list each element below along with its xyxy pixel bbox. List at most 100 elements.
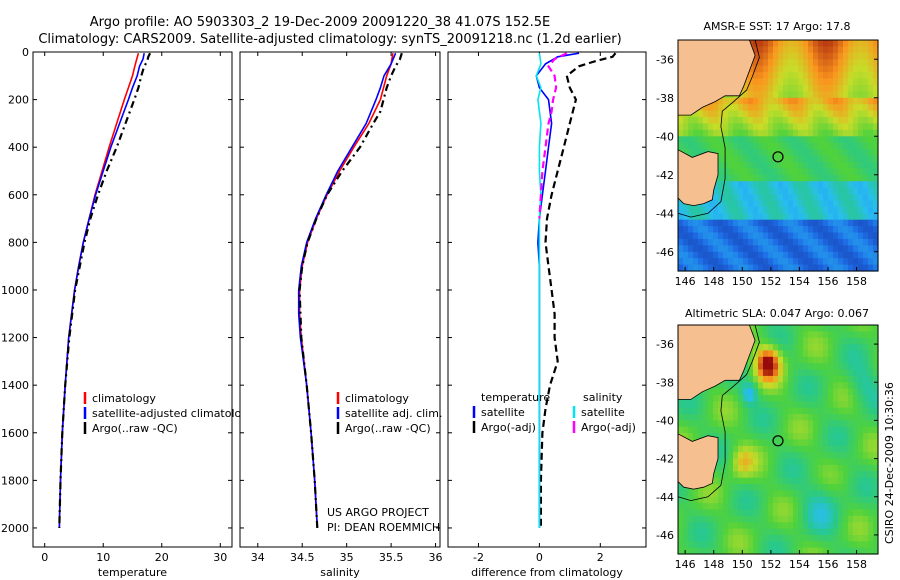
map-cell bbox=[783, 388, 789, 396]
map-cell bbox=[743, 382, 749, 390]
map-cell bbox=[788, 84, 794, 92]
map-cell bbox=[858, 123, 864, 131]
map-cell bbox=[723, 503, 729, 511]
map-cell bbox=[833, 388, 839, 396]
map-cell bbox=[793, 547, 799, 555]
map-cell bbox=[678, 245, 684, 253]
map-cell bbox=[733, 174, 739, 182]
map-cell bbox=[783, 168, 789, 176]
map-cell bbox=[833, 452, 839, 460]
x-tick-label: 158 bbox=[846, 275, 867, 288]
map-cell bbox=[863, 439, 869, 447]
map-cell bbox=[748, 174, 754, 182]
map-cell bbox=[868, 401, 874, 409]
map-cell bbox=[708, 420, 714, 428]
map-cell bbox=[788, 46, 794, 54]
map-cell bbox=[808, 264, 814, 272]
map-cell bbox=[758, 350, 764, 358]
map-cell bbox=[768, 350, 774, 358]
map-cell bbox=[808, 407, 814, 415]
map-cell bbox=[843, 369, 849, 377]
map-cell bbox=[778, 356, 784, 364]
map-cell bbox=[798, 534, 804, 542]
map-cell bbox=[788, 503, 794, 511]
map-cell bbox=[868, 547, 874, 555]
map-cell bbox=[763, 206, 769, 214]
map-cell bbox=[708, 407, 714, 415]
map-cell bbox=[788, 325, 794, 332]
map-cell bbox=[748, 226, 754, 234]
map-cell bbox=[743, 401, 749, 409]
map-cell bbox=[793, 363, 799, 371]
map-cell bbox=[778, 46, 784, 54]
map-cell bbox=[848, 356, 854, 364]
map-cell bbox=[813, 433, 819, 441]
map-cell bbox=[783, 503, 789, 511]
map-cell bbox=[758, 344, 764, 352]
map-cell bbox=[753, 219, 759, 227]
map-cell bbox=[793, 219, 799, 227]
map-cell bbox=[688, 232, 694, 240]
map-cell bbox=[768, 97, 774, 105]
map-cell bbox=[753, 433, 759, 441]
map-cell bbox=[828, 129, 834, 137]
map-cell bbox=[743, 426, 749, 434]
map-cell bbox=[798, 515, 804, 523]
map-cell bbox=[683, 117, 689, 124]
map-cell bbox=[693, 426, 699, 434]
map-cell bbox=[758, 331, 764, 339]
map-cell bbox=[738, 439, 744, 447]
shelf-contour bbox=[677, 324, 760, 502]
map-cell bbox=[868, 420, 874, 428]
map-cell bbox=[753, 97, 759, 105]
map-cell bbox=[768, 194, 774, 201]
map-cell bbox=[718, 433, 724, 441]
map-cell bbox=[733, 509, 739, 517]
map-cell bbox=[833, 522, 839, 530]
map-cell bbox=[838, 458, 844, 466]
map-cell bbox=[833, 414, 839, 422]
map-cell bbox=[743, 136, 749, 144]
map-cell bbox=[833, 344, 839, 352]
map-cell bbox=[778, 439, 784, 447]
map-cell bbox=[683, 490, 689, 498]
map-cell bbox=[703, 264, 709, 272]
map-cell bbox=[748, 251, 754, 259]
map-cell bbox=[723, 414, 729, 422]
map-cell bbox=[753, 117, 759, 124]
map-cell bbox=[758, 91, 764, 99]
map-cell bbox=[833, 200, 839, 208]
map-cell bbox=[853, 84, 859, 92]
map-cell bbox=[708, 395, 714, 402]
map-cell bbox=[838, 123, 844, 131]
map-cell bbox=[723, 515, 729, 523]
map-cell bbox=[808, 325, 814, 332]
map-cell bbox=[833, 226, 839, 234]
map-cell bbox=[763, 91, 769, 99]
map-cell bbox=[713, 213, 719, 221]
map-cell bbox=[693, 503, 699, 511]
map-cell bbox=[853, 528, 859, 536]
map-cell bbox=[798, 161, 804, 169]
map-cell bbox=[773, 65, 779, 73]
map-cell bbox=[688, 515, 694, 523]
map-cell bbox=[873, 187, 879, 195]
map-cell bbox=[833, 471, 839, 479]
map-cell bbox=[683, 219, 689, 227]
map-cell bbox=[828, 78, 834, 86]
map-cell bbox=[738, 528, 744, 536]
map-cell bbox=[813, 356, 819, 364]
map-cell bbox=[798, 149, 804, 157]
map-cell bbox=[853, 219, 859, 227]
map-cell bbox=[838, 331, 844, 339]
map-cell bbox=[828, 401, 834, 409]
map-cell bbox=[773, 142, 779, 150]
map-cell bbox=[683, 238, 689, 246]
map-cell bbox=[828, 258, 834, 266]
map-cell bbox=[863, 155, 869, 163]
map-cell bbox=[823, 509, 829, 517]
map-cell bbox=[868, 509, 874, 517]
map-cell bbox=[818, 325, 824, 332]
map-cell bbox=[843, 161, 849, 169]
map-cell bbox=[768, 117, 774, 124]
